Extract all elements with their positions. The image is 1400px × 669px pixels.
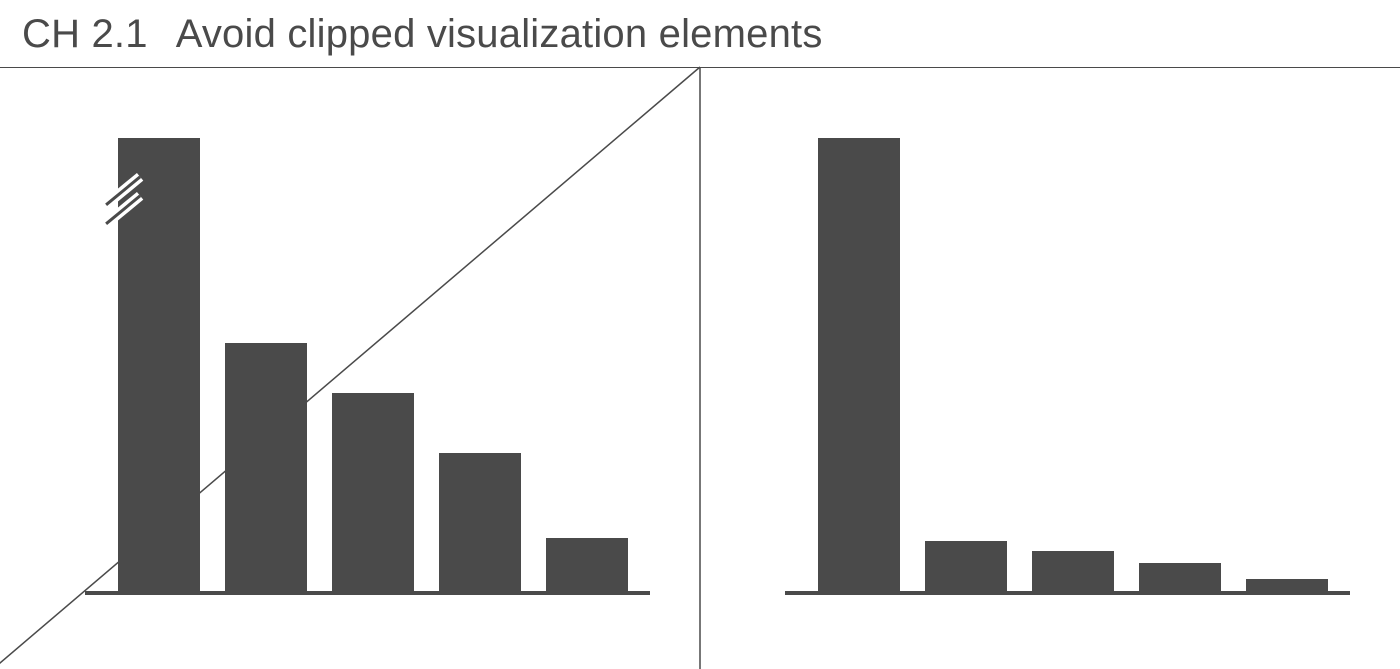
right-bar-chart-bar-1 (925, 541, 1007, 593)
right-bar-chart-bar-4 (1246, 579, 1328, 593)
left-bar-chart-bar-3 (439, 453, 521, 593)
right-bar-chart (785, 138, 1350, 593)
right-bar-chart-bar-0 (818, 138, 900, 593)
page-root: CH 2.1Avoid clipped visualization elemen… (0, 0, 1400, 669)
left-bar-chart-bar-2 (332, 393, 414, 593)
left-bar-chart-bar-4 (546, 538, 628, 593)
figure-svg (0, 0, 1400, 669)
left-bar-chart-bar-1 (225, 343, 307, 593)
right-bar-chart-bar-2 (1032, 551, 1114, 593)
right-bar-chart-bar-3 (1139, 563, 1221, 593)
left-bar-chart (85, 138, 650, 593)
